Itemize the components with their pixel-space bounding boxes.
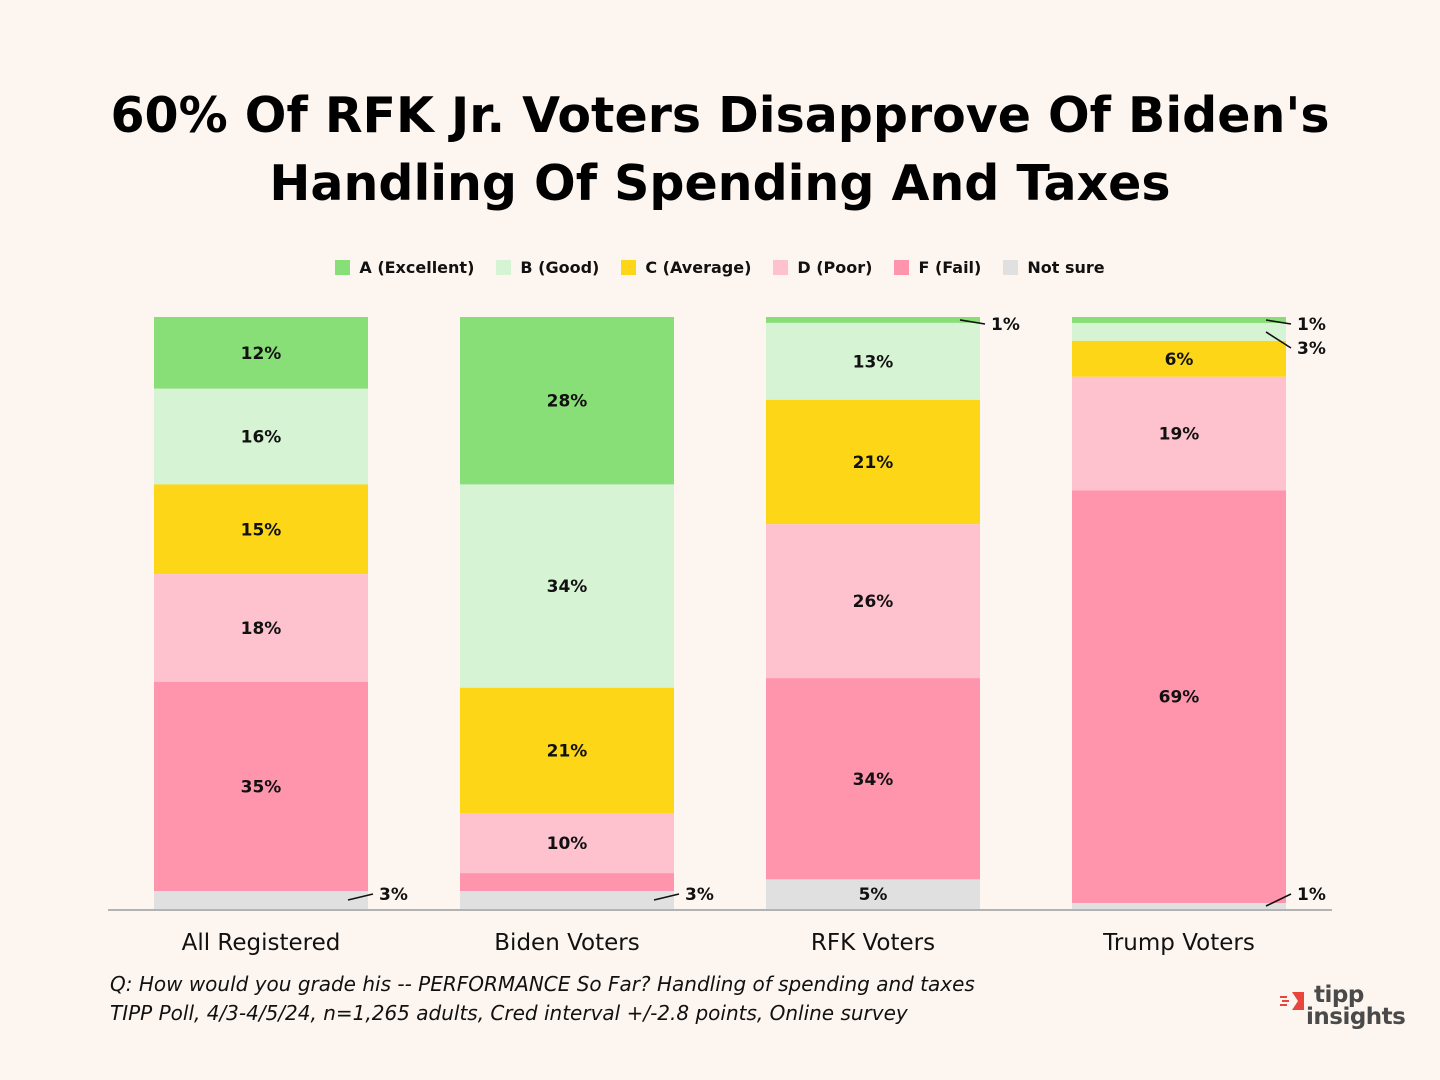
bar-segment-trump-voters-f-fail: [1072, 490, 1286, 904]
data-label: 35%: [241, 777, 282, 797]
data-label: 34%: [547, 577, 588, 597]
bar-segment-all-registered-a-excellent: [154, 317, 368, 389]
legend-label: D (Poor): [797, 258, 873, 277]
chart-title-line-2: Handling Of Spending And Taxes: [269, 155, 1171, 212]
bar-segment-all-registered-d-poor: [154, 574, 368, 682]
bar-segment-rfk-voters-d-poor: [766, 524, 980, 679]
bar-segment-rfk-voters-c-average: [766, 399, 980, 525]
data-label: 12%: [241, 344, 282, 364]
chart-legend: A (Excellent) B (Good) C (Average) D (Poor)…: [0, 258, 1440, 277]
bar-segment-all-registered-c-average: [154, 484, 368, 575]
label-leader-line: [347, 893, 374, 901]
tipp-insights-logo: tipp insights: [1280, 984, 1430, 1036]
bar-segment-biden-voters-b-good: [460, 484, 674, 688]
label-leader-line: [959, 319, 986, 325]
bar-segment-rfk-voters-a-excellent: [766, 317, 980, 323]
label-leader-line: [1265, 331, 1292, 349]
data-label: 18%: [241, 619, 282, 639]
footnote-question: Q: How would you grade his -- PERFORMANC…: [110, 972, 975, 996]
legend-swatch: [496, 260, 512, 275]
legend-swatch: [621, 260, 637, 275]
bar-segment-trump-voters-a-excellent: [1072, 317, 1286, 323]
bar-segment-trump-voters-b-good: [1072, 322, 1286, 341]
bar-segment-all-registered-f-fail: [154, 681, 368, 892]
bar-segment-rfk-voters-b-good: [766, 322, 980, 400]
legend-item-a-excellent: A (Excellent): [335, 258, 474, 277]
label-leader-line: [653, 893, 680, 901]
legend-label: Not sure: [1027, 258, 1105, 277]
bar-segment-trump-voters-c-average: [1072, 340, 1286, 377]
bar-segment-all-registered-not-sure: [154, 891, 368, 909]
data-label: 16%: [241, 428, 282, 448]
data-label-outside: 1%: [1297, 315, 1326, 335]
bar-segment-biden-voters-a-excellent: [460, 317, 674, 485]
label-leader-line: [1265, 893, 1292, 907]
legend-item-d-poor: D (Poor): [773, 258, 872, 277]
logo-text: tipp insights: [1306, 982, 1406, 1030]
legend-item-b-good: B (Good): [496, 258, 599, 277]
data-label: 28%: [547, 392, 588, 412]
stacked-bar-chart: 12% 16% 15% 18% 35% 3% All Registered 28% 34% 21%…: [108, 315, 1332, 956]
category-label-rfk-voters: RFK Voters: [811, 930, 935, 956]
legend-swatch: [894, 260, 910, 275]
bar-segment-trump-voters-d-poor: [1072, 376, 1286, 491]
chart-title: 60% Of RFK Jr. Voters Disapprove Of Bide…: [0, 82, 1440, 218]
data-label: 26%: [853, 592, 894, 612]
category-label-trump-voters: Trump Voters: [1102, 930, 1255, 956]
footnote-source: TIPP Poll, 4/3-4/5/24, n=1,265 adults, C…: [110, 1001, 908, 1025]
data-label: 19%: [1159, 425, 1200, 445]
data-label: 5%: [859, 885, 888, 905]
legend-swatch: [1003, 260, 1019, 275]
legend-swatch: [773, 260, 789, 275]
bar-segment-rfk-voters-not-sure: [766, 879, 980, 909]
data-label: 6%: [1165, 350, 1194, 370]
data-label-outside: 1%: [1297, 885, 1326, 905]
data-label: 21%: [853, 453, 894, 473]
tipp-logo-icon: [1280, 992, 1304, 1010]
legend-label: F (Fail): [918, 258, 982, 277]
bar-segment-all-registered-b-good: [154, 388, 368, 485]
legend-label: C (Average): [645, 258, 752, 277]
bar-segment-biden-voters-d-poor: [460, 813, 674, 874]
data-label: 15%: [241, 520, 282, 540]
data-label-outside: 3%: [1297, 339, 1326, 359]
legend-item-f-fail: F (Fail): [894, 258, 981, 277]
bar-segment-rfk-voters-f-fail: [766, 678, 980, 880]
bar-segment-trump-voters-not-sure: [1072, 903, 1286, 909]
data-label: 34%: [853, 770, 894, 790]
bar-segment-biden-voters-c-average: [460, 687, 674, 814]
logo-word-insights: insights: [1306, 1004, 1406, 1030]
bar-segment-biden-voters-f-fail: [460, 873, 674, 892]
data-label: 69%: [1159, 688, 1200, 708]
label-leader-line: [1265, 319, 1292, 325]
logo-word-tipp: tipp: [1314, 982, 1364, 1008]
legend-label: A (Excellent): [359, 258, 475, 277]
data-label: 10%: [547, 834, 588, 854]
category-label-biden-voters: Biden Voters: [494, 930, 639, 956]
data-label: 13%: [853, 352, 894, 372]
legend-swatch: [335, 260, 351, 275]
data-label-outside: 3%: [379, 885, 408, 905]
category-label-all-registered: All Registered: [182, 930, 341, 956]
legend-label: B (Good): [520, 258, 600, 277]
footnote: Q: How would you grade his -- PERFORMANC…: [110, 970, 975, 1028]
data-label: 21%: [547, 742, 588, 762]
legend-item-not-sure: Not sure: [1003, 258, 1105, 277]
bar-segment-biden-voters-not-sure: [460, 891, 674, 909]
data-label-outside: 3%: [685, 885, 714, 905]
chart-title-line-1: 60% Of RFK Jr. Voters Disapprove Of Bide…: [110, 87, 1330, 144]
data-label-outside: 1%: [991, 315, 1020, 335]
legend-item-c-average: C (Average): [621, 258, 751, 277]
